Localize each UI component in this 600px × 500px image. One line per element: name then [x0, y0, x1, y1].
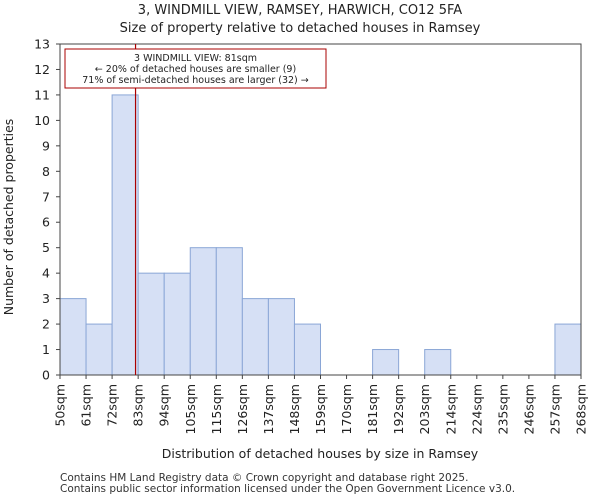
x-tick-label: 94sqm: [157, 384, 172, 427]
x-tick-label: 159sqm: [313, 384, 328, 434]
bar-105sqm: [189, 247, 217, 376]
x-axis-label: Distribution of detached houses by size …: [162, 446, 479, 461]
bar-94sqm: [163, 272, 191, 376]
y-tick-label: 0: [42, 368, 50, 383]
x-tick-label: 61sqm: [79, 384, 94, 427]
x-tick-label: 148sqm: [287, 384, 302, 434]
bar-115sqm: [215, 247, 243, 376]
y-tick-label: 11: [34, 87, 50, 102]
x-axis: 50sqm 61sqm 72sqm 83sqm 94sqm 105sqm 115sqm 126…: [53, 375, 589, 434]
x-tick-label: 105sqm: [183, 384, 198, 434]
y-tick-label: 5: [42, 240, 50, 255]
x-tick-label: 170sqm: [339, 384, 354, 434]
x-tick-label: 137sqm: [261, 384, 276, 434]
bars-group: [59, 94, 582, 376]
y-tick-label: 10: [34, 113, 50, 128]
bar-72sqm: [111, 94, 139, 376]
y-tick-label: 13: [34, 37, 50, 52]
bar-257sqm: [554, 323, 582, 376]
y-tick-label: 8: [42, 164, 50, 179]
y-tick-label: 3: [42, 291, 50, 306]
x-tick-label: 126sqm: [235, 384, 250, 434]
bar-203sqm: [424, 349, 452, 376]
chart-title: 3, WINDMILL VIEW, RAMSEY, HARWICH, CO12 …: [138, 3, 462, 18]
annotation-line-1: 3 WINDMILL VIEW: 81sqm: [134, 53, 257, 64]
bar-126sqm: [241, 298, 269, 376]
y-tick-label: 6: [42, 215, 50, 230]
x-tick-label: 192sqm: [391, 384, 406, 434]
annotation-line-3: 71% of semi-detached houses are larger (…: [82, 75, 309, 86]
footer-copyright: Contains HM Land Registry data © Crown c…: [60, 472, 469, 484]
x-tick-label: 246sqm: [521, 384, 536, 434]
y-tick-label: 1: [42, 342, 50, 357]
bar-148sqm: [293, 323, 322, 376]
x-tick-label: 50sqm: [53, 384, 68, 427]
x-tick-label: 214sqm: [443, 384, 458, 434]
x-tick-label: 83sqm: [131, 384, 146, 427]
bar-181sqm: [372, 349, 400, 376]
y-tick-label: 12: [34, 62, 50, 77]
x-tick-label: 203sqm: [417, 384, 432, 434]
annotation-box: [64, 48, 327, 89]
x-tick-label: 268sqm: [574, 384, 589, 434]
x-tick-label: 72sqm: [105, 384, 120, 427]
bar-137sqm: [267, 298, 295, 376]
y-tick-label: 4: [42, 266, 50, 281]
x-tick-label: 257sqm: [547, 384, 562, 434]
plot-frame: [59, 43, 582, 376]
y-tick-label: 7: [42, 189, 50, 204]
bar-83sqm: [137, 272, 165, 376]
y-axis-label: Number of detached properties: [1, 119, 16, 316]
bar-50sqm: [59, 298, 87, 376]
x-tick-label: 181sqm: [365, 384, 380, 434]
x-tick-label: 115sqm: [209, 384, 224, 434]
chart-subtitle: Size of property relative to detached ho…: [120, 21, 481, 36]
y-tick-label: 2: [42, 317, 50, 332]
x-tick-label: 235sqm: [495, 384, 510, 434]
annotation-line-2: ← 20% of detached houses are smaller (9): [95, 64, 296, 75]
bar-61sqm: [85, 323, 113, 376]
x-tick-label: 224sqm: [469, 384, 484, 434]
footer-licence: Contains public sector information licen…: [60, 483, 516, 495]
y-tick-label: 9: [42, 138, 50, 153]
